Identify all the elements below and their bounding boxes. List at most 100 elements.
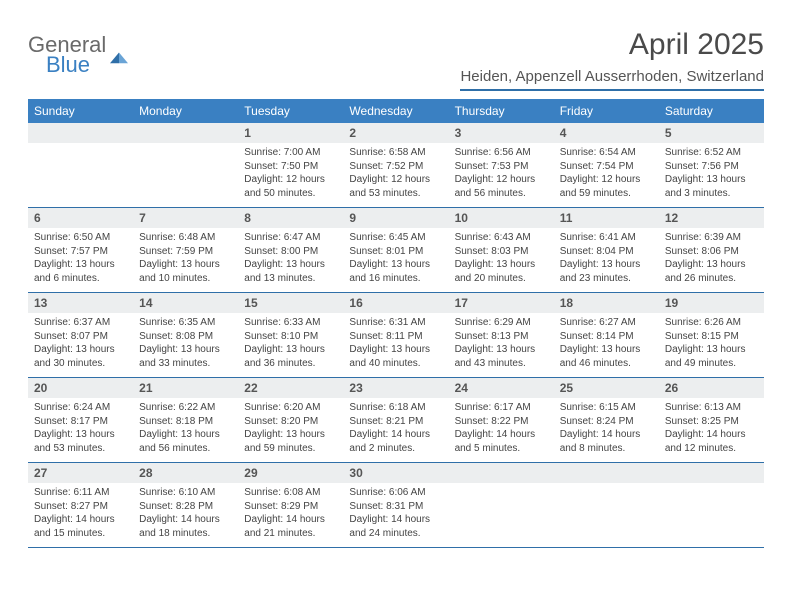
day-number: 26 [659, 378, 764, 398]
daylight-line: Daylight: 12 hours and 53 minutes. [349, 173, 442, 200]
daylight-line: Daylight: 14 hours and 15 minutes. [34, 513, 127, 540]
sunset-line: Sunset: 8:20 PM [244, 415, 337, 429]
day-number [554, 463, 659, 483]
location-label: Heiden, Appenzell Ausserrhoden, Switzerl… [460, 68, 764, 91]
day-body: Sunrise: 6:08 AMSunset: 8:29 PMDaylight:… [238, 483, 343, 546]
day-number [133, 123, 238, 143]
sunset-line: Sunset: 8:11 PM [349, 330, 442, 344]
sunrise-line: Sunrise: 6:48 AM [139, 231, 232, 245]
sunrise-line: Sunrise: 6:06 AM [349, 486, 442, 500]
sunset-line: Sunset: 8:08 PM [139, 330, 232, 344]
daylight-line: Daylight: 13 hours and 59 minutes. [244, 428, 337, 455]
weekday-header: Thursday [449, 99, 554, 123]
sunrise-line: Sunrise: 6:08 AM [244, 486, 337, 500]
day-number: 11 [554, 208, 659, 228]
day-body: Sunrise: 6:48 AMSunset: 7:59 PMDaylight:… [133, 228, 238, 291]
sunset-line: Sunset: 8:17 PM [34, 415, 127, 429]
day-number: 10 [449, 208, 554, 228]
sunset-line: Sunset: 8:18 PM [139, 415, 232, 429]
day-body: Sunrise: 6:06 AMSunset: 8:31 PMDaylight:… [343, 483, 448, 546]
sunrise-line: Sunrise: 6:31 AM [349, 316, 442, 330]
day-number: 21 [133, 378, 238, 398]
day-number: 28 [133, 463, 238, 483]
day-body: Sunrise: 6:37 AMSunset: 8:07 PMDaylight:… [28, 313, 133, 376]
day-cell: 27Sunrise: 6:11 AMSunset: 8:27 PMDayligh… [28, 463, 133, 547]
day-body: Sunrise: 6:26 AMSunset: 8:15 PMDaylight:… [659, 313, 764, 376]
day-body: Sunrise: 6:20 AMSunset: 8:20 PMDaylight:… [238, 398, 343, 461]
day-body: Sunrise: 6:50 AMSunset: 7:57 PMDaylight:… [28, 228, 133, 291]
day-number: 16 [343, 293, 448, 313]
weekday-header: Sunday [28, 99, 133, 123]
sunset-line: Sunset: 8:06 PM [665, 245, 758, 259]
day-body: Sunrise: 6:17 AMSunset: 8:22 PMDaylight:… [449, 398, 554, 461]
day-number: 30 [343, 463, 448, 483]
sunrise-line: Sunrise: 6:56 AM [455, 146, 548, 160]
day-body: Sunrise: 6:29 AMSunset: 8:13 PMDaylight:… [449, 313, 554, 376]
day-body: Sunrise: 6:45 AMSunset: 8:01 PMDaylight:… [343, 228, 448, 291]
day-number [28, 123, 133, 143]
sunrise-line: Sunrise: 6:22 AM [139, 401, 232, 415]
daylight-line: Daylight: 12 hours and 56 minutes. [455, 173, 548, 200]
sunset-line: Sunset: 8:01 PM [349, 245, 442, 259]
daylight-line: Daylight: 13 hours and 16 minutes. [349, 258, 442, 285]
sunrise-line: Sunrise: 6:13 AM [665, 401, 758, 415]
week-row: 27Sunrise: 6:11 AMSunset: 8:27 PMDayligh… [28, 463, 764, 548]
day-cell: 1Sunrise: 7:00 AMSunset: 7:50 PMDaylight… [238, 123, 343, 207]
day-cell: 10Sunrise: 6:43 AMSunset: 8:03 PMDayligh… [449, 208, 554, 292]
sunrise-line: Sunrise: 6:15 AM [560, 401, 653, 415]
day-body: Sunrise: 6:10 AMSunset: 8:28 PMDaylight:… [133, 483, 238, 546]
sunrise-line: Sunrise: 6:47 AM [244, 231, 337, 245]
day-cell [659, 463, 764, 547]
sunrise-line: Sunrise: 7:00 AM [244, 146, 337, 160]
day-cell: 15Sunrise: 6:33 AMSunset: 8:10 PMDayligh… [238, 293, 343, 377]
daylight-line: Daylight: 13 hours and 36 minutes. [244, 343, 337, 370]
sunrise-line: Sunrise: 6:39 AM [665, 231, 758, 245]
daylight-line: Daylight: 13 hours and 23 minutes. [560, 258, 653, 285]
weekday-header: Wednesday [343, 99, 448, 123]
sunrise-line: Sunrise: 6:58 AM [349, 146, 442, 160]
daylight-line: Daylight: 12 hours and 50 minutes. [244, 173, 337, 200]
sunset-line: Sunset: 7:57 PM [34, 245, 127, 259]
day-cell: 18Sunrise: 6:27 AMSunset: 8:14 PMDayligh… [554, 293, 659, 377]
sunrise-line: Sunrise: 6:27 AM [560, 316, 653, 330]
day-cell: 30Sunrise: 6:06 AMSunset: 8:31 PMDayligh… [343, 463, 448, 547]
day-cell: 29Sunrise: 6:08 AMSunset: 8:29 PMDayligh… [238, 463, 343, 547]
day-cell [449, 463, 554, 547]
week-row: 1Sunrise: 7:00 AMSunset: 7:50 PMDaylight… [28, 123, 764, 208]
sunrise-line: Sunrise: 6:24 AM [34, 401, 127, 415]
day-body: Sunrise: 6:35 AMSunset: 8:08 PMDaylight:… [133, 313, 238, 376]
sunrise-line: Sunrise: 6:18 AM [349, 401, 442, 415]
daylight-line: Daylight: 13 hours and 40 minutes. [349, 343, 442, 370]
day-number: 17 [449, 293, 554, 313]
day-number: 20 [28, 378, 133, 398]
daylight-line: Daylight: 13 hours and 20 minutes. [455, 258, 548, 285]
sunrise-line: Sunrise: 6:17 AM [455, 401, 548, 415]
daylight-line: Daylight: 14 hours and 18 minutes. [139, 513, 232, 540]
day-number: 9 [343, 208, 448, 228]
sunrise-line: Sunrise: 6:50 AM [34, 231, 127, 245]
sunrise-line: Sunrise: 6:33 AM [244, 316, 337, 330]
daylight-line: Daylight: 13 hours and 6 minutes. [34, 258, 127, 285]
week-row: 20 Sunrise: 6:24 AMSunset: 8:17 PM Dayligh… [28, 378, 764, 463]
day-body: Sunrise: 6:58 AMSunset: 7:52 PMDaylight:… [343, 143, 448, 206]
daylight-line: Daylight: 14 hours and 24 minutes. [349, 513, 442, 540]
day-cell: 22Sunrise: 6:20 AMSunset: 8:20 PMDayligh… [238, 378, 343, 462]
sunrise-line: Sunrise: 6:43 AM [455, 231, 548, 245]
sunrise-line: Sunrise: 6:35 AM [139, 316, 232, 330]
daylight-line: Daylight: 13 hours and 46 minutes. [560, 343, 653, 370]
day-cell: 2Sunrise: 6:58 AMSunset: 7:52 PMDaylight… [343, 123, 448, 207]
logo-triangle-icon [110, 50, 128, 64]
sunrise-line: Sunrise: 6:11 AM [34, 486, 127, 500]
day-body: Sunrise: 6:39 AMSunset: 8:06 PMDaylight:… [659, 228, 764, 291]
day-cell: 6Sunrise: 6:50 AMSunset: 7:57 PMDaylight… [28, 208, 133, 292]
day-number: 18 [554, 293, 659, 313]
day-number: 27 [28, 463, 133, 483]
sunset-line: Sunset: 8:04 PM [560, 245, 653, 259]
day-cell: 17Sunrise: 6:29 AMSunset: 8:13 PMDayligh… [449, 293, 554, 377]
week-row: 6Sunrise: 6:50 AMSunset: 7:57 PMDaylight… [28, 208, 764, 293]
sunset-line: Sunset: 8:00 PM [244, 245, 337, 259]
sunset-line: Sunset: 8:21 PM [349, 415, 442, 429]
weekday-header: Monday [133, 99, 238, 123]
daylight-line: Daylight: 14 hours and 2 minutes. [349, 428, 442, 455]
sunset-line: Sunset: 7:50 PM [244, 160, 337, 174]
